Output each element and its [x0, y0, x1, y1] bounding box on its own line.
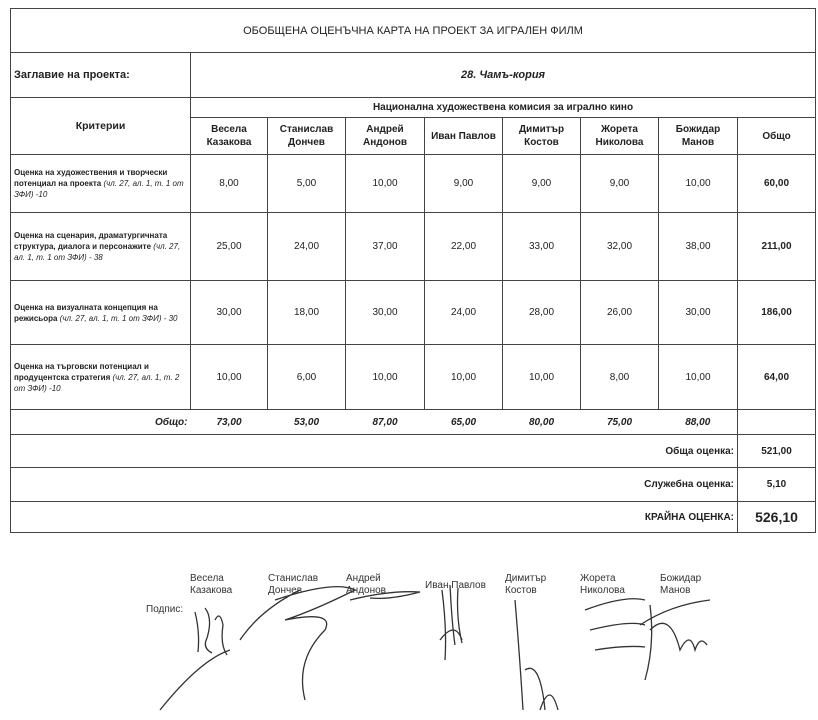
criterion-cell: Оценка на търговски потенциал и продуцен…	[10, 344, 191, 410]
judge-total: 87,00	[345, 409, 425, 435]
signature-label: Подпис:	[146, 604, 184, 615]
table-row: Оценка на художествения и творчески поте…	[10, 154, 817, 213]
judge-total: 88,00	[658, 409, 738, 435]
score-cell: 30,00	[658, 280, 738, 345]
criterion-cell: Оценка на визуалната концепция на режись…	[10, 280, 191, 345]
score-cell: 32,00	[580, 212, 659, 281]
signature-andonov	[349, 591, 421, 601]
table-row: Оценка на сценария, драматургичната стру…	[10, 212, 817, 281]
score-cell: 10,00	[190, 344, 268, 410]
service-value: 5,10	[736, 467, 817, 502]
score-cell: 33,00	[502, 212, 581, 281]
score-cell: 6,00	[267, 344, 346, 410]
score-cell: 9,00	[424, 154, 503, 213]
signatory-name: Жорета Николова	[580, 573, 625, 596]
judge-header: Божидар Манов	[658, 117, 738, 155]
score-cell: 30,00	[345, 280, 425, 345]
judge-total: 53,00	[267, 409, 346, 435]
criterion-ref: (чл. 27, ал. 1, т. 2 от ЗФИ) -10	[14, 372, 180, 393]
criterion-text: Оценка на визуалната концепция на режись…	[14, 302, 158, 323]
row-total: 211,00	[736, 212, 817, 281]
criterion-ref: (чл. 27, ал. 1, т. 1 от ЗФИ) - 30	[59, 313, 178, 323]
score-cell: 18,00	[267, 280, 346, 345]
row-total: 186,00	[736, 280, 817, 345]
service-label: Служебна оценка:	[10, 467, 738, 502]
table-row: Оценка на визуалната концепция на режись…	[10, 280, 817, 345]
score-cell: 10,00	[658, 154, 738, 213]
judge-header: Станислав Дончев	[267, 117, 346, 155]
judge-total: 73,00	[190, 409, 268, 435]
score-cell: 26,00	[580, 280, 659, 345]
judge-header: Димитър Костов	[502, 117, 581, 155]
judge-total: 75,00	[580, 409, 659, 435]
signature-manov	[639, 599, 711, 653]
judge-total: 65,00	[424, 409, 503, 435]
table-row: Оценка на търговски потенциал и продуцен…	[10, 344, 817, 410]
score-cell: 22,00	[424, 212, 503, 281]
score-cell: 10,00	[502, 344, 581, 410]
score-cell: 24,00	[424, 280, 503, 345]
evaluation-table: ОБОБЩЕНА ОЦЕНЪЧНА КАРТА НА ПРОЕКТ ЗА ИГР…	[9, 8, 817, 533]
score-cell: 9,00	[580, 154, 659, 213]
totals-label: Общо:	[10, 409, 191, 435]
signatory-name: Иван Павлов	[425, 580, 486, 591]
signature-pavlov	[439, 584, 463, 661]
commission-header: Национална художествена комисия за играл…	[189, 97, 817, 118]
judge-header: Андрей Андонов	[345, 117, 425, 155]
row-total: 60,00	[736, 154, 817, 213]
score-cell: 10,00	[424, 344, 503, 410]
criterion-ref: (чл. 27, ал. 1, т. 1 от ЗФИ) - 38	[14, 242, 181, 262]
criteria-header: Критерии	[10, 97, 191, 155]
score-cell: 10,00	[658, 344, 738, 410]
total-header: Общо	[736, 117, 817, 155]
score-cell: 8,00	[190, 154, 268, 213]
score-cell: 28,00	[502, 280, 581, 345]
score-cell: 30,00	[190, 280, 268, 345]
criterion-text: Оценка на сценария, драматургичната стру…	[14, 231, 168, 251]
judge-header: Жорета Николова	[580, 117, 659, 155]
signature-donchev	[239, 586, 357, 701]
signatory-name: Весела Казакова	[190, 573, 233, 596]
signatures-image	[159, 584, 711, 711]
empty-cell	[736, 409, 817, 435]
criterion-cell: Оценка на сценария, драматургичната стру…	[10, 212, 191, 281]
criterion-text: Оценка на търговски потенциал и продуцен…	[14, 361, 149, 382]
judge-header: Иван Павлов	[424, 117, 503, 155]
score-cell: 9,00	[502, 154, 581, 213]
final-value: 526,10	[736, 501, 817, 533]
score-cell: 10,00	[345, 154, 425, 213]
overall-value: 521,00	[736, 434, 817, 468]
judge-total: 80,00	[502, 409, 581, 435]
score-cell: 8,00	[580, 344, 659, 410]
signature-kazakova	[159, 607, 231, 711]
criterion-cell: Оценка на художествения и творчески поте…	[10, 154, 191, 213]
score-cell: 25,00	[190, 212, 268, 281]
signatory-name: Божидар Манов	[660, 573, 702, 596]
signatory-name: Андрей Андонов	[346, 573, 386, 596]
score-cell: 38,00	[658, 212, 738, 281]
score-cell: 37,00	[345, 212, 425, 281]
criterion-text: Оценка на художествения и творчески поте…	[14, 168, 168, 188]
criterion-ref: (чл. 27, ал. 1, т. 1 от ЗФИ) -10	[14, 179, 184, 199]
signature-nikolova	[584, 598, 653, 681]
signatory-name: Станислав Дончев	[268, 573, 319, 596]
row-total: 64,00	[736, 344, 817, 410]
overall-label: Обща оценка:	[10, 434, 738, 468]
judge-header: Весела Казакова	[190, 117, 268, 155]
score-cell: 24,00	[267, 212, 346, 281]
signature-kostov	[514, 599, 559, 711]
score-cell: 5,00	[267, 154, 346, 213]
project-name: 28. Чамъ-кория	[189, 52, 817, 98]
signatory-name: Димитър Костов	[505, 573, 547, 596]
score-cell: 10,00	[345, 344, 425, 410]
project-label: Заглавие на проекта:	[10, 52, 191, 98]
final-label: КРАЙНА ОЦЕНКА:	[10, 501, 738, 533]
document-title: ОБОБЩЕНА ОЦЕНЪЧНА КАРТА НА ПРОЕКТ ЗА ИГР…	[9, 8, 817, 53]
